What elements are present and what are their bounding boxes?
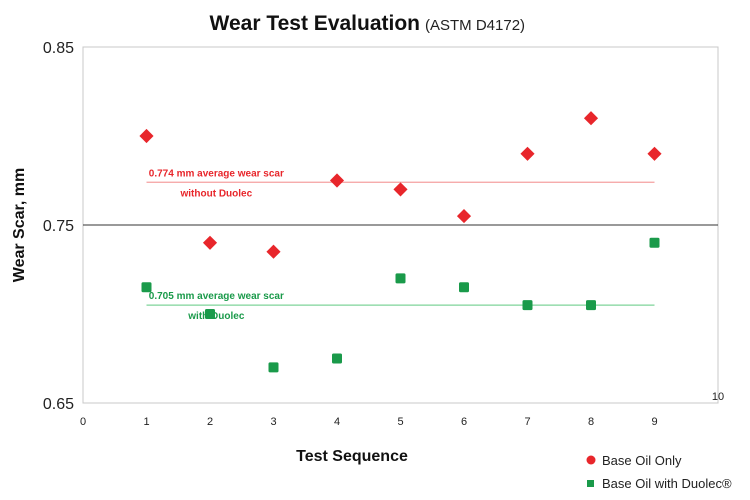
x-tick-label: 5 xyxy=(397,416,403,428)
data-point-duolec xyxy=(268,362,279,373)
average-annotation: 0.774 mm average wear scar xyxy=(149,168,284,179)
chart-subtitle: (ASTM D4172) xyxy=(425,17,525,34)
data-point-base-oil xyxy=(202,235,218,250)
x-tick-label: 6 xyxy=(461,416,467,428)
data-point-duolec xyxy=(332,353,342,364)
data-point-duolec xyxy=(205,309,215,319)
x-tick-label: 0 xyxy=(80,416,86,428)
data-point-base-oil xyxy=(520,146,535,161)
data-point-base-oil xyxy=(266,244,281,259)
legend: Base Oil Only Base Oil with Duolec® xyxy=(586,453,732,491)
data-point-duolec xyxy=(459,282,469,293)
data-point-base-oil xyxy=(329,173,345,188)
data-point-duolec xyxy=(586,300,596,311)
average-annotation: with Duolec xyxy=(187,311,245,322)
data-point-base-oil xyxy=(456,209,472,224)
x-tick-label: 2 xyxy=(207,416,213,428)
x-tick-label: 1 xyxy=(143,416,149,428)
y-tick-label: 0.65 xyxy=(43,396,74,413)
average-annotation: 0.705 mm average wear scar xyxy=(149,291,284,302)
x-tick-label: 9 xyxy=(651,416,657,428)
data-point-base-oil xyxy=(393,182,408,197)
y-tick-label: 0.85 xyxy=(43,40,74,57)
legend-marker-duolec xyxy=(587,480,594,487)
x-tick-label: 7 xyxy=(524,416,530,428)
x-tick-label: 3 xyxy=(270,416,276,428)
x-tick-label: 8 xyxy=(588,416,594,428)
data-point-duolec xyxy=(141,282,152,293)
chart-title: Wear Test Evaluation xyxy=(210,12,420,35)
data-point-duolec xyxy=(649,237,660,248)
data-point-duolec xyxy=(522,300,533,311)
x-tick-label: 10 xyxy=(712,391,724,403)
y-tick-label: 0.75 xyxy=(43,218,74,235)
data-point-base-oil xyxy=(583,111,599,126)
y-axis-label: Wear Scar, mm xyxy=(11,168,28,282)
x-tick-label: 4 xyxy=(334,416,340,428)
x-axis-label: Test Sequence xyxy=(296,448,408,465)
legend-label-duolec: Base Oil with Duolec® xyxy=(602,476,732,491)
data-point-base-oil xyxy=(647,146,662,161)
data-point-duolec xyxy=(395,273,406,284)
legend-label-base-oil: Base Oil Only xyxy=(602,453,682,468)
legend-marker-base-oil xyxy=(586,455,596,465)
data-point-base-oil xyxy=(139,128,154,144)
average-annotation: without Duolec xyxy=(180,188,253,199)
